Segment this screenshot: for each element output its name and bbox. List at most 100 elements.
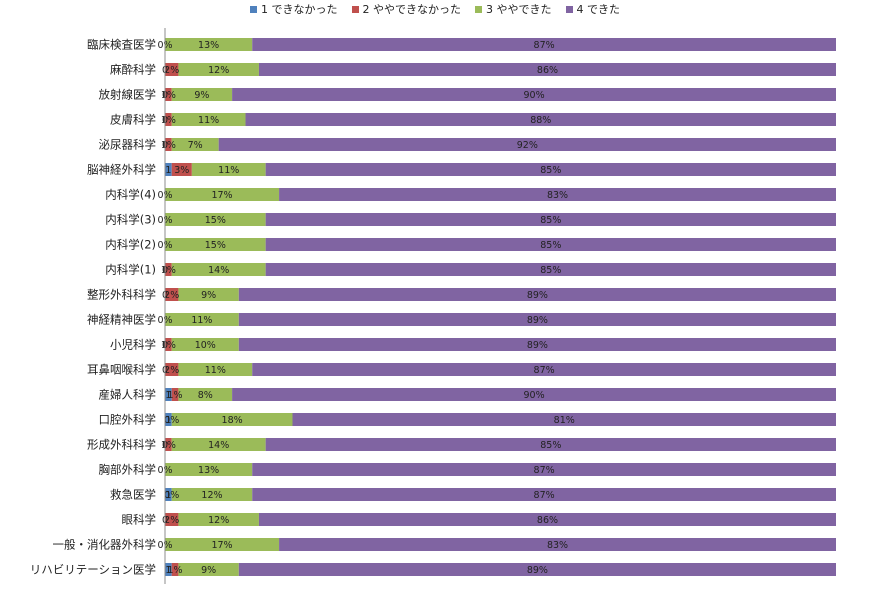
bar-segment [165,38,253,51]
category-label: 神経精神医学 [87,313,156,327]
bar-segment [171,563,179,576]
data-label: 85% [540,240,561,251]
data-label: 12% [208,65,229,76]
data-label: 1% [168,390,183,401]
category-label: 臨床検査医学 [87,38,156,52]
bar-segment [279,188,836,201]
data-label: 1% [161,140,176,151]
bar-segment [265,163,836,176]
data-label: 13% [198,40,219,51]
bar-segment [165,488,172,501]
data-label: 89% [527,315,548,326]
bar-segment [178,513,259,526]
bar-segment [279,538,836,551]
category-label: 耳鼻咽喉科学 [87,363,156,377]
category-label: 放射線医学 [99,88,157,102]
legend-label-4: 4 できた [576,3,621,16]
data-label: 85% [540,165,561,176]
data-label: 3% [174,165,189,176]
bar-segment [171,338,239,351]
category-label: リハビリテーション医学 [30,563,156,577]
bar-segment [178,363,253,376]
bar-segment [171,438,266,451]
category-label: 眼科学 [122,513,157,527]
bar-segment [178,388,233,401]
legend-item-3: 3 ややできた [475,1,552,17]
data-label: 1% [161,340,176,351]
data-label: 11% [205,365,226,376]
data-label: 0% [164,490,179,501]
bar-segment [171,88,233,101]
data-label: 85% [540,440,561,451]
data-label: 11% [218,165,239,176]
bar-segment [165,413,172,426]
bar-segment [232,388,837,401]
data-label: 9% [194,90,209,101]
data-label: 14% [208,265,229,276]
data-label: 9% [201,290,216,301]
bar-segment [245,113,836,126]
data-label: 1 [165,165,171,176]
bar-segment [165,263,172,276]
bar-segment [165,313,239,326]
data-label: 15% [205,215,226,226]
bar-segment [218,138,836,151]
data-label: 8% [198,390,213,401]
bar-segment [165,88,172,101]
bar-segment [238,338,836,351]
bar-segment [265,238,836,251]
data-label: 89% [527,340,548,351]
category-label: 胸部外科学 [99,463,157,477]
data-label: 17% [211,540,232,551]
bar-segment [165,188,280,201]
legend-swatch-3 [475,5,482,13]
bar-segment [165,463,253,476]
data-label: 1% [161,440,176,451]
data-label: 87% [534,40,555,51]
bar-segment [165,138,172,151]
data-label: 87% [534,365,555,376]
data-label: 9% [201,565,216,576]
category-label: 麻酔科学 [110,63,156,77]
category-label: 泌尿器科学 [99,138,157,152]
bar-segment [265,263,836,276]
bar-segment [171,138,219,151]
data-label: 11% [198,115,219,126]
data-label: 1 [165,565,171,576]
category-label: 口腔外科学 [99,413,157,427]
legend-item-1: 1 できなかった [250,1,338,17]
category-label: 整形外科科学 [87,288,156,302]
data-label: 1 [165,415,171,426]
bar-segment [252,488,837,501]
bar-segment [265,438,836,451]
bar-segment [232,88,837,101]
data-label: 90% [523,90,544,101]
legend-item-2: 2 ややできなかった [351,1,461,17]
data-label: 83% [547,190,568,201]
data-label: 89% [527,290,548,301]
data-label: 87% [534,490,555,501]
bar-segment [165,338,172,351]
bar-segment [238,288,836,301]
bar-segment [165,238,266,251]
data-label: 12% [208,515,229,526]
data-label: 2% [164,365,179,376]
data-label: 15% [205,240,226,251]
data-label: 12% [201,490,222,501]
bar-segment [178,63,259,76]
category-label: 一般・消化器外科学 [53,538,157,552]
data-label: 89% [527,565,548,576]
bar-segment [165,213,266,226]
data-label: 7% [188,140,203,151]
bar-segment [292,413,836,426]
legend-item-4: 4 できた [565,1,621,17]
bar-segment [165,513,179,526]
data-label: 90% [523,390,544,401]
bar-segment [165,113,172,126]
data-label: 86% [537,65,558,76]
data-label: 85% [540,215,561,226]
data-label: 85% [540,265,561,276]
category-label: 産婦人科学 [99,388,157,402]
legend-swatch-2 [351,5,359,13]
data-label: 1% [161,90,176,101]
